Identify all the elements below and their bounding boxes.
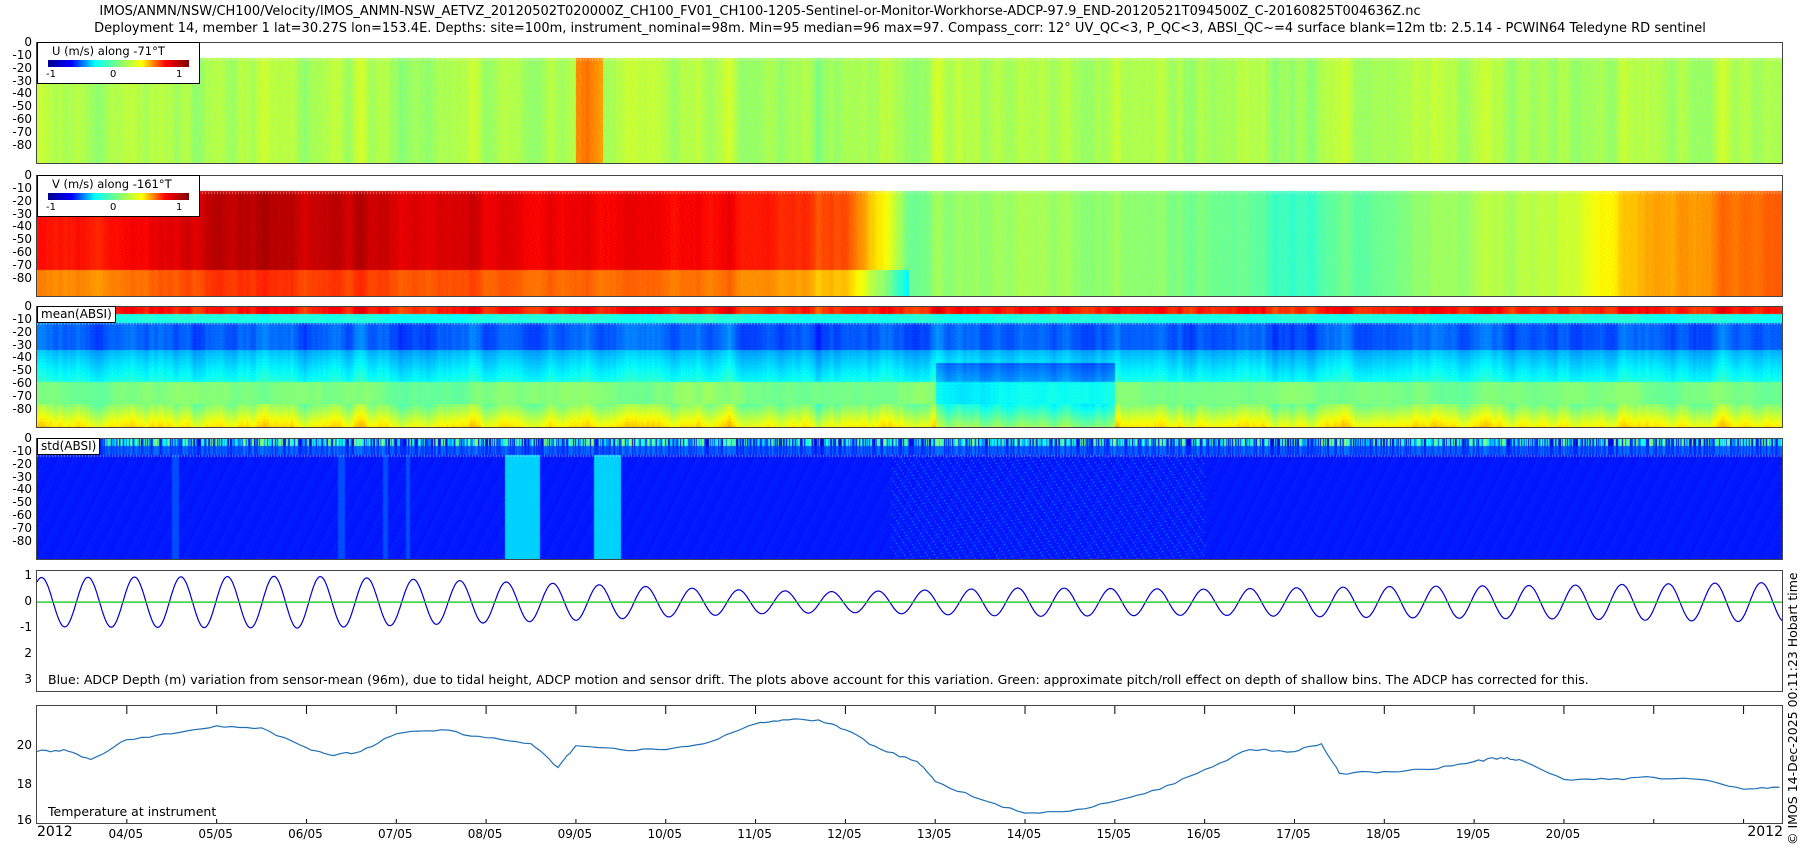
u-velocity-panel	[36, 42, 1783, 164]
depth-tick-label: -60	[12, 376, 32, 390]
v-velocity-heatmap	[37, 176, 1782, 296]
depth-tick-label: -50	[12, 99, 32, 113]
v-colorbar-label: V (m/s) along -161°T	[52, 177, 172, 191]
title-line-2: Deployment 14, member 1 lat=30.27S lon=1…	[94, 21, 1706, 36]
u-velocity-heatmap	[37, 43, 1782, 163]
v-cbar-tick-mid: 0	[110, 202, 117, 213]
depth-tick-label: 0	[24, 168, 32, 182]
v-colorbar	[48, 193, 189, 200]
std-absi-label: std(ABSI)	[37, 438, 101, 455]
x-tick-label: 19/05	[1455, 827, 1491, 841]
depth-tick-label: -30	[12, 338, 32, 352]
x-tick-label: 13/05	[916, 827, 952, 841]
depth-tick-label: -60	[12, 508, 32, 522]
depth-tick-label: -80	[12, 534, 32, 548]
x-tick-label: 10/05	[647, 827, 683, 841]
x-tick-label: 20/05	[1545, 827, 1581, 841]
depth-tick-label: -70	[12, 521, 32, 535]
std-absi-panel	[36, 438, 1783, 560]
x-year-left: 2012	[37, 824, 73, 840]
depth-tick-label: -50	[12, 232, 32, 246]
temperature-tick-label: 18	[16, 777, 32, 792]
depth-tick-label: -60	[12, 245, 32, 259]
x-tick-label: 15/05	[1096, 827, 1132, 841]
depth-variation-plot	[37, 575, 1782, 629]
u-cbar-tick-mid: 0	[110, 69, 117, 80]
depth-tick-label: -30	[12, 74, 32, 88]
u-colorbar	[48, 60, 189, 67]
temperature-tick-label: 16	[16, 813, 32, 827]
x-tick-label: 05/05	[198, 827, 233, 841]
v-velocity-panel	[36, 175, 1783, 297]
x-tick-label: 11/05	[737, 827, 772, 841]
depth-tick-label: 0	[24, 299, 32, 313]
temperature-tick-label: 20	[16, 737, 32, 752]
x-year-right: 2012	[1747, 824, 1783, 840]
depth-variation-panel	[36, 570, 1783, 692]
mean-absi-panel	[36, 306, 1783, 428]
u-cbar-tick-min: -1	[46, 69, 56, 80]
x-tick-label: 17/05	[1276, 827, 1311, 841]
v-colorbar-legend: V (m/s) along -161°T -1 0 1	[37, 175, 200, 217]
x-tick-label: 16/05	[1186, 827, 1221, 841]
x-tick-label: 14/05	[1006, 827, 1042, 841]
x-tick-label: 06/05	[288, 827, 323, 841]
depth-tick-label: -10	[12, 48, 32, 62]
depth-tick-label: -30	[12, 207, 32, 221]
x-tick-label: 18/05	[1366, 827, 1401, 841]
mean-absi-label: mean(ABSI)	[37, 306, 116, 323]
temperature-panel	[36, 705, 1783, 824]
title-line-1: IMOS/ANMN/NSW/CH100/Velocity/IMOS_ANMN-N…	[99, 4, 1421, 19]
depth-tick-label: -20	[12, 325, 32, 339]
x-tick-label: 07/05	[377, 827, 413, 841]
u-colorbar-label: U (m/s) along -71°T	[52, 44, 165, 58]
depth-variation-tick-label: 0	[24, 594, 32, 609]
depth-tick-label: -60	[12, 112, 32, 126]
u-colorbar-legend: U (m/s) along -71°T -1 0 1	[37, 42, 200, 84]
depth-tick-label: -40	[12, 219, 32, 233]
depth-tick-label: -80	[12, 138, 32, 152]
depth-variation-tick-label: 3	[24, 672, 32, 687]
depth-tick-label: -20	[12, 457, 32, 471]
depth-tick-label: -80	[12, 271, 32, 285]
depth-tick-label: -70	[12, 389, 32, 403]
mean-absi-heatmap	[37, 307, 1782, 427]
temperature-plot	[37, 706, 1780, 823]
depth-tick-label: -40	[12, 350, 32, 364]
temperature-label: Temperature at instrument	[48, 804, 217, 819]
depth-tick-label: -20	[12, 61, 32, 75]
temperature-line	[37, 718, 1780, 814]
std-absi-heatmap	[37, 439, 1782, 559]
depth-tick-label: -40	[12, 482, 32, 496]
depth-variation-line	[37, 575, 1782, 629]
depth-tick-label: -30	[12, 470, 32, 484]
x-tick-label: 12/05	[827, 827, 862, 841]
copyright-stamp: © IMOS 14-Dec-2025 00:11:23 Hobart time	[1785, 572, 1800, 845]
depth-note: Blue: ADCP Depth (m) variation from sens…	[48, 672, 1589, 687]
x-tick-label: 08/05	[467, 827, 503, 841]
depth-tick-label: -20	[12, 194, 32, 208]
depth-tick-label: -10	[12, 312, 32, 326]
x-tick-label: 09/05	[557, 827, 593, 841]
depth-variation-tick-label: -1	[20, 620, 32, 635]
depth-tick-label: -10	[12, 181, 32, 195]
depth-tick-label: -70	[12, 125, 32, 139]
u-cbar-tick-max: 1	[176, 69, 183, 80]
x-tick-label: 04/05	[108, 827, 144, 841]
depth-tick-label: -10	[12, 444, 32, 458]
v-cbar-tick-min: -1	[46, 202, 56, 213]
depth-tick-label: -50	[12, 363, 32, 377]
depth-tick-label: -80	[12, 402, 32, 416]
depth-tick-label: -50	[12, 495, 32, 509]
depth-tick-label: 0	[24, 431, 32, 445]
depth-variation-tick-label: 1	[24, 568, 32, 583]
v-cbar-tick-max: 1	[176, 202, 183, 213]
depth-variation-tick-label: 2	[24, 646, 32, 661]
depth-tick-label: -40	[12, 86, 32, 100]
depth-tick-label: -70	[12, 258, 32, 272]
depth-tick-label: 0	[24, 35, 32, 49]
